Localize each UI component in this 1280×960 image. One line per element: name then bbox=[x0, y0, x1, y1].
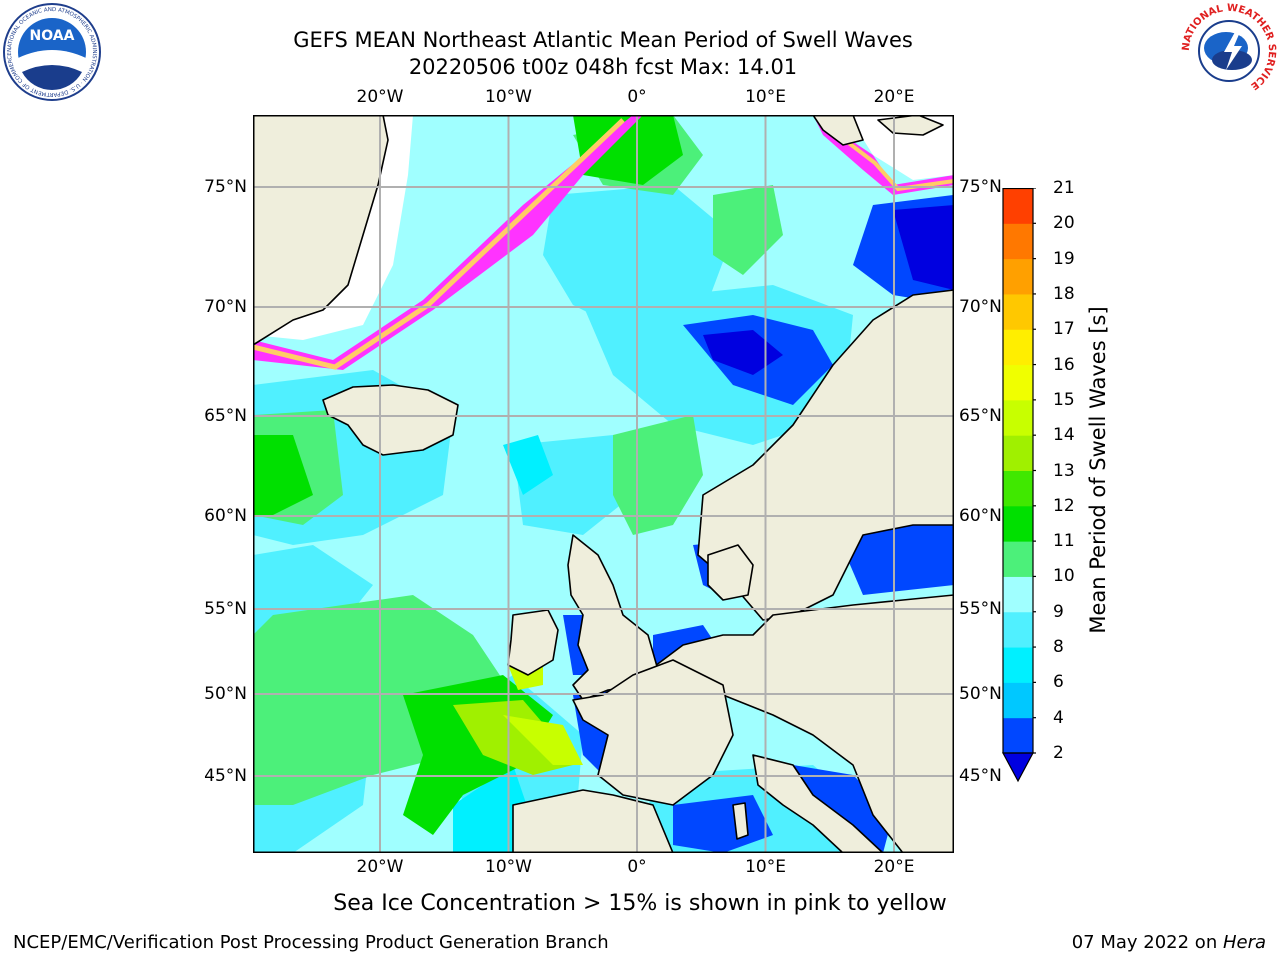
colorbar-tick-label: 8 bbox=[1053, 637, 1064, 658]
lon-tick-label: 10°W bbox=[485, 87, 532, 107]
lat-tick-label: 60°N bbox=[204, 506, 247, 526]
colorbar-tick-label: 11 bbox=[1053, 531, 1075, 552]
iceland-land bbox=[322, 384, 459, 456]
colorbar-tick-label: 13 bbox=[1053, 460, 1075, 481]
colorbar-tick-label: 21 bbox=[1053, 178, 1075, 198]
lon-tick-label: 0° bbox=[627, 857, 647, 877]
colorbar-segment bbox=[1003, 364, 1033, 401]
lon-tick-label: 10°E bbox=[745, 857, 786, 877]
credit-right: 07 May 2022 on Hera bbox=[1072, 932, 1266, 953]
lon-tick-label: 20°E bbox=[873, 857, 915, 877]
colorbar-segment bbox=[1003, 293, 1033, 330]
lat-tick-label: 75°N bbox=[959, 177, 1002, 197]
colorbar-tick-label: 12 bbox=[1053, 495, 1075, 516]
colorbar-segment bbox=[1003, 682, 1033, 719]
iberia-land bbox=[512, 789, 674, 853]
credit-date: 07 May 2022 on bbox=[1071, 932, 1223, 953]
lon-tick-label: 20°E bbox=[873, 87, 915, 107]
lon-tick-label: 0° bbox=[627, 87, 647, 107]
scandinavia-land bbox=[697, 289, 954, 621]
map-panel bbox=[253, 115, 954, 853]
colorbar-segment bbox=[1003, 717, 1033, 754]
colorbar-segment bbox=[1003, 505, 1033, 542]
colorbar-segment bbox=[1003, 647, 1033, 683]
colorbar-tick-label: 14 bbox=[1053, 425, 1075, 446]
lat-tick-label: 45°N bbox=[204, 766, 247, 786]
colorbar-segment bbox=[1003, 329, 1033, 366]
sea-ice-note: Sea Ice Concentration > 15% is shown in … bbox=[333, 891, 947, 916]
colorbar-tick-label: 9 bbox=[1053, 601, 1064, 622]
italy-land bbox=[752, 754, 884, 853]
colorbar-tick-label: 16 bbox=[1053, 354, 1075, 375]
lat-tick-label: 55°N bbox=[959, 599, 1002, 619]
lat-tick-label: 50°N bbox=[959, 684, 1002, 704]
ireland-land bbox=[507, 609, 559, 676]
denmark-land bbox=[707, 544, 754, 601]
lat-tick-label: 65°N bbox=[959, 406, 1002, 426]
lat-tick-label: 50°N bbox=[204, 684, 247, 704]
lat-tick-label: 70°N bbox=[959, 297, 1002, 317]
colorbar-segment bbox=[1003, 576, 1033, 613]
colorbar-tick-label: 18 bbox=[1053, 283, 1075, 304]
colorbar-segment bbox=[1003, 541, 1033, 577]
lon-tick-label: 10°E bbox=[745, 87, 786, 107]
colorbar-tick-label: 10 bbox=[1053, 566, 1075, 587]
colorbar-extend-arrow bbox=[1002, 752, 1035, 783]
lat-tick-label: 45°N bbox=[959, 766, 1002, 786]
credit-left: NCEP/EMC/Verification Post Processing Pr… bbox=[13, 932, 609, 953]
colorbar-tick-label: 2 bbox=[1053, 743, 1064, 763]
colorbar-segment bbox=[1003, 258, 1033, 295]
lon-tick-label: 20°W bbox=[356, 87, 404, 107]
lat-tick-label: 65°N bbox=[204, 406, 247, 426]
colorbar-segment bbox=[1003, 188, 1033, 224]
colorbar-tick-label: 17 bbox=[1053, 319, 1075, 340]
colorbar-segment bbox=[1003, 611, 1033, 648]
colorbar-label: Mean Period of Swell Waves [s] bbox=[1086, 306, 1110, 634]
colorbar-segment bbox=[1003, 399, 1033, 436]
colorbar bbox=[1002, 188, 1036, 783]
land-masses bbox=[253, 115, 954, 853]
chart-subtitle: 20220506 t00z 048h fcst Max: 14.01 bbox=[408, 55, 798, 79]
lon-tick-label: 20°W bbox=[356, 857, 404, 877]
colorbar-segment bbox=[1003, 223, 1033, 260]
noaa-logo-text: NOAA bbox=[30, 28, 75, 44]
colorbar-tick-label: 15 bbox=[1053, 389, 1075, 410]
map-frame bbox=[253, 115, 954, 853]
colorbar-segment bbox=[1003, 435, 1033, 471]
lon-tick-label: 10°W bbox=[485, 857, 532, 877]
credit-host: Hera bbox=[1222, 932, 1266, 953]
colorbar-tick-label: 19 bbox=[1053, 248, 1075, 269]
chart-title: GEFS MEAN Northeast Atlantic Mean Period… bbox=[293, 28, 913, 52]
colorbar-tick-label: 6 bbox=[1053, 672, 1064, 693]
graticule bbox=[253, 115, 954, 853]
lat-tick-label: 60°N bbox=[959, 506, 1002, 526]
svalbard-land bbox=[812, 115, 864, 146]
colorbar-segment bbox=[1003, 470, 1033, 507]
colorbar-tick-label: 4 bbox=[1053, 707, 1064, 728]
noaa-logo: NOAA NATIONAL OCEANIC AND ATMOSPHERIC AD… bbox=[3, 3, 101, 101]
lat-tick-label: 70°N bbox=[204, 297, 247, 317]
greenland-land bbox=[253, 115, 389, 346]
lat-tick-label: 75°N bbox=[204, 177, 247, 197]
colorbar-tick-label: 20 bbox=[1053, 213, 1075, 234]
lat-tick-label: 55°N bbox=[204, 599, 247, 619]
nws-logo: NATIONAL WEATHER SERVICE bbox=[1181, 3, 1277, 98]
